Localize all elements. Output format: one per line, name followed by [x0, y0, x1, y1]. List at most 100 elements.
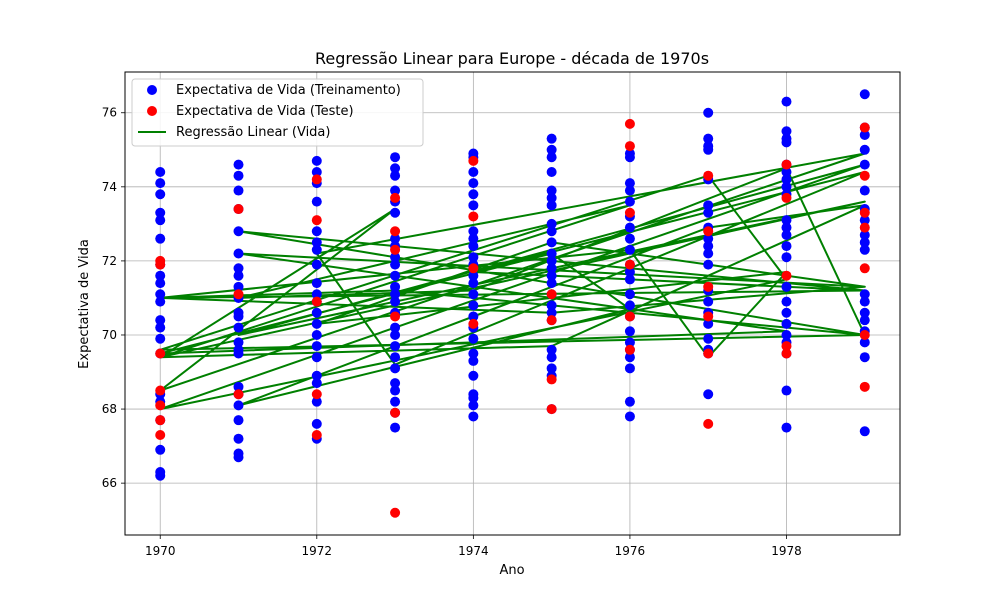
test-point — [624, 207, 635, 218]
train-point — [155, 178, 166, 189]
train-point — [859, 296, 870, 307]
test-point — [624, 259, 635, 270]
x-tick-label: 1970 — [145, 544, 176, 558]
x-tick-label: 1974 — [458, 544, 489, 558]
train-point — [468, 333, 479, 344]
train-point — [390, 207, 401, 218]
train-point — [781, 296, 792, 307]
train-point — [781, 281, 792, 292]
test-point — [859, 170, 870, 181]
train-point — [390, 329, 401, 340]
train-point — [546, 200, 557, 211]
train-point — [624, 244, 635, 255]
x-tick-label: 1978 — [771, 544, 802, 558]
train-point — [468, 233, 479, 244]
train-point — [390, 259, 401, 270]
legend-marker-test — [147, 106, 157, 116]
train-point — [781, 137, 792, 148]
train-point — [468, 270, 479, 281]
train-point — [468, 289, 479, 300]
legend: Expectativa de Vida (Treinamento) Expect… — [131, 78, 424, 147]
test-point — [624, 344, 635, 355]
train-point — [390, 296, 401, 307]
train-point — [390, 170, 401, 181]
test-point — [859, 122, 870, 133]
train-point — [703, 133, 714, 144]
train-point — [624, 274, 635, 285]
train-point — [859, 237, 870, 248]
train-point — [390, 385, 401, 396]
train-point — [311, 396, 322, 407]
train-point — [233, 415, 244, 426]
test-point — [311, 429, 322, 440]
train-point — [624, 178, 635, 189]
legend-marker-train — [147, 85, 157, 95]
train-point — [624, 196, 635, 207]
train-point — [703, 144, 714, 155]
train-point — [311, 352, 322, 363]
train-point — [546, 192, 557, 203]
train-point — [155, 333, 166, 344]
train-point — [859, 307, 870, 318]
train-point — [781, 96, 792, 107]
train-point — [859, 244, 870, 255]
train-point — [311, 155, 322, 166]
y-tick-label: 74 — [102, 180, 117, 194]
x-tick-label: 1976 — [615, 544, 646, 558]
train-point — [390, 233, 401, 244]
train-point — [546, 237, 557, 248]
train-point — [546, 133, 557, 144]
train-point — [155, 167, 166, 178]
train-point — [311, 244, 322, 255]
y-tick-label: 70 — [102, 328, 117, 342]
train-point — [624, 326, 635, 337]
test-point — [703, 311, 714, 322]
test-point — [390, 407, 401, 418]
test-point — [859, 263, 870, 274]
train-point — [468, 355, 479, 366]
test-point — [233, 389, 244, 400]
test-point — [859, 381, 870, 392]
train-point — [155, 470, 166, 481]
legend-label-regression: Regressão Linear (Vida) — [176, 125, 330, 140]
train-point — [155, 315, 166, 326]
y-axis-ticks: 66 68 70 72 74 76 — [102, 106, 125, 490]
train-point — [155, 270, 166, 281]
train-point — [546, 300, 557, 311]
train-point — [468, 167, 479, 178]
test-point — [859, 222, 870, 233]
y-axis-label: Expectativa de Vida — [77, 239, 92, 369]
test-point — [546, 404, 557, 415]
test-point — [859, 207, 870, 218]
train-point — [233, 263, 244, 274]
train-point — [624, 185, 635, 196]
train-point — [546, 255, 557, 266]
train-point — [859, 215, 870, 226]
train-point — [859, 229, 870, 240]
train-point — [233, 270, 244, 281]
test-point — [703, 418, 714, 429]
train-point — [468, 189, 479, 200]
x-axis-ticks: 1970 1972 1974 1976 1978 — [145, 535, 802, 558]
train-point — [624, 411, 635, 422]
train-point — [781, 215, 792, 226]
test-point — [624, 311, 635, 322]
train-point — [155, 289, 166, 300]
train-point — [468, 300, 479, 311]
train-point — [546, 363, 557, 374]
train-point — [155, 278, 166, 289]
train-point — [859, 129, 870, 140]
test-point — [390, 226, 401, 237]
test-point — [155, 348, 166, 359]
train-point — [155, 215, 166, 226]
test-point — [311, 215, 322, 226]
train-point — [311, 226, 322, 237]
train-point — [781, 126, 792, 137]
train-point — [233, 311, 244, 322]
train-point — [624, 300, 635, 311]
test-point — [546, 289, 557, 300]
train-point — [390, 322, 401, 333]
test-point — [703, 348, 714, 359]
train-point — [546, 144, 557, 155]
